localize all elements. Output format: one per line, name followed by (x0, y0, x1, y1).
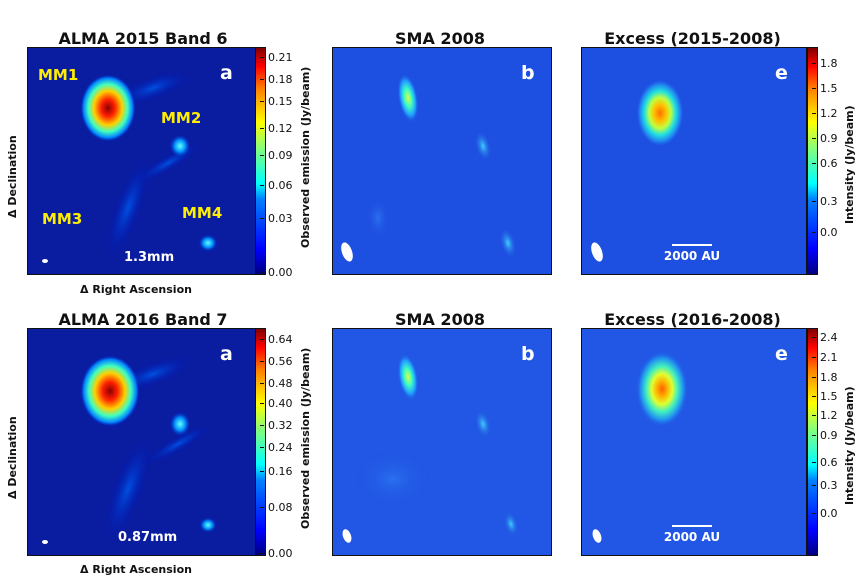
wavelength-label: 1.3mm (124, 250, 175, 265)
colorbar-tick: 0.24 (260, 441, 293, 454)
colorbar-alma-2015 (255, 47, 266, 275)
map-panel-alma-2015: a MM1 MM2 MM3 MM4 1.3mm (27, 47, 257, 275)
colorbar-tick: 1.8 (812, 57, 838, 70)
panel-title-sma-2008-bottom: SMA 2008 (395, 310, 485, 329)
colorbar-tick: 0.64 (260, 333, 293, 346)
colorbar-tick: 0.40 (260, 397, 293, 410)
panel-letter: a (220, 62, 233, 84)
colorbar-tick: 1.2 (812, 107, 838, 120)
colorbar-label: Intensity (Jy/beam) (843, 386, 856, 505)
colorbar-tick: 1.5 (812, 390, 838, 403)
map-image-excess-2015 (582, 48, 806, 274)
scale-bar-label: 2000 AU (663, 249, 721, 263)
map-image-alma-2015 (28, 48, 256, 274)
map-image-alma-2016 (28, 329, 256, 555)
colorbar-tick: 0.9 (812, 132, 838, 145)
panel-letter: b (521, 343, 535, 365)
beam-ellipse (591, 242, 603, 262)
colorbar-tick: 0.00 (260, 547, 293, 560)
scale-bar-label: 2000 AU (663, 530, 721, 544)
map-panel-excess-2016: e 2000 AU (581, 328, 807, 556)
colorbar-tick: 1.2 (812, 409, 838, 422)
colorbar-excess-2016 (807, 328, 818, 556)
wavelength-label: 0.87mm (118, 530, 178, 545)
panel-letter: b (521, 62, 535, 84)
colorbar-tick: 0.09 (260, 149, 293, 162)
x-axis-label: Δ Right Ascension (80, 283, 192, 296)
colorbar-tick: 1.8 (812, 371, 838, 384)
map-panel-excess-2015: e 2000 AU (581, 47, 807, 275)
colorbar-label: Observed emission (Jy/beam) (299, 347, 312, 529)
beam-ellipse (341, 242, 353, 262)
map-image-excess-2016 (582, 329, 806, 555)
colorbar-tick: 0.48 (260, 377, 293, 390)
map-panel-sma-2008-bottom: b (332, 328, 552, 556)
colorbar-tick: 0.6 (812, 157, 838, 170)
colorbar-tick: 0.12 (260, 122, 293, 135)
source-label-mm2: MM2 (161, 109, 202, 127)
colorbar-tick: 0.56 (260, 355, 293, 368)
colorbar-tick: 0.6 (812, 456, 838, 469)
beam-ellipse (342, 529, 352, 543)
colorbar-excess-2015 (807, 47, 818, 275)
x-axis-label: Δ Right Ascension (80, 563, 192, 576)
map-panel-sma-2008-top: b (332, 47, 552, 275)
colorbar-tick: 0.18 (260, 73, 293, 86)
colorbar-tick: 0.3 (812, 479, 838, 492)
colorbar-tick: 0.03 (260, 212, 293, 225)
panel-letter: e (775, 343, 788, 365)
colorbar-alma-2016 (255, 328, 266, 556)
colorbar-tick: 0.08 (260, 501, 293, 514)
colorbar-tick: 0.06 (260, 179, 293, 192)
map-image-sma-2008-bottom (333, 329, 551, 555)
colorbar-tick: 2.4 (812, 331, 838, 344)
colorbar-tick: 0.16 (260, 465, 293, 478)
colorbar-tick: 0.00 (260, 266, 293, 279)
colorbar-tick: 0.15 (260, 95, 293, 108)
beam-ellipse (592, 529, 602, 543)
beam-ellipse (42, 259, 48, 263)
colorbar-tick: 0.3 (812, 195, 838, 208)
colorbar-tick: 0.0 (812, 226, 838, 239)
panel-title-alma-2016: ALMA 2016 Band 7 (58, 310, 228, 329)
panel-title-excess-2016: Excess (2016-2008) (604, 310, 781, 329)
y-axis-label: Δ Declination (6, 135, 19, 218)
colorbar-tick: 0.21 (260, 51, 293, 64)
panel-title-excess-2015: Excess (2015-2008) (604, 29, 781, 48)
colorbar-tick: 0.9 (812, 429, 838, 442)
panel-title-sma-2008-top: SMA 2008 (395, 29, 485, 48)
colorbar-label: Intensity (Jy/beam) (843, 105, 856, 224)
colorbar-tick: 0.32 (260, 419, 293, 432)
beam-ellipse (42, 540, 48, 544)
colorbar-tick: 1.5 (812, 82, 838, 95)
colorbar-label: Observed emission (Jy/beam) (299, 66, 312, 248)
colorbar-tick: 2.1 (812, 351, 838, 364)
scale-bar (672, 244, 712, 246)
source-label-mm3: MM3 (42, 210, 83, 228)
panel-letter: e (775, 62, 788, 84)
panel-letter: a (220, 343, 233, 365)
colorbar-tick: 0.0 (812, 507, 838, 520)
source-label-mm4: MM4 (182, 204, 223, 222)
source-label-mm1: MM1 (38, 66, 79, 84)
map-panel-alma-2016: a 0.87mm (27, 328, 257, 556)
map-image-sma-2008-top (333, 48, 551, 274)
y-axis-label: Δ Declination (6, 416, 19, 499)
panel-title-alma-2015: ALMA 2015 Band 6 (58, 29, 228, 48)
scale-bar (672, 525, 712, 527)
